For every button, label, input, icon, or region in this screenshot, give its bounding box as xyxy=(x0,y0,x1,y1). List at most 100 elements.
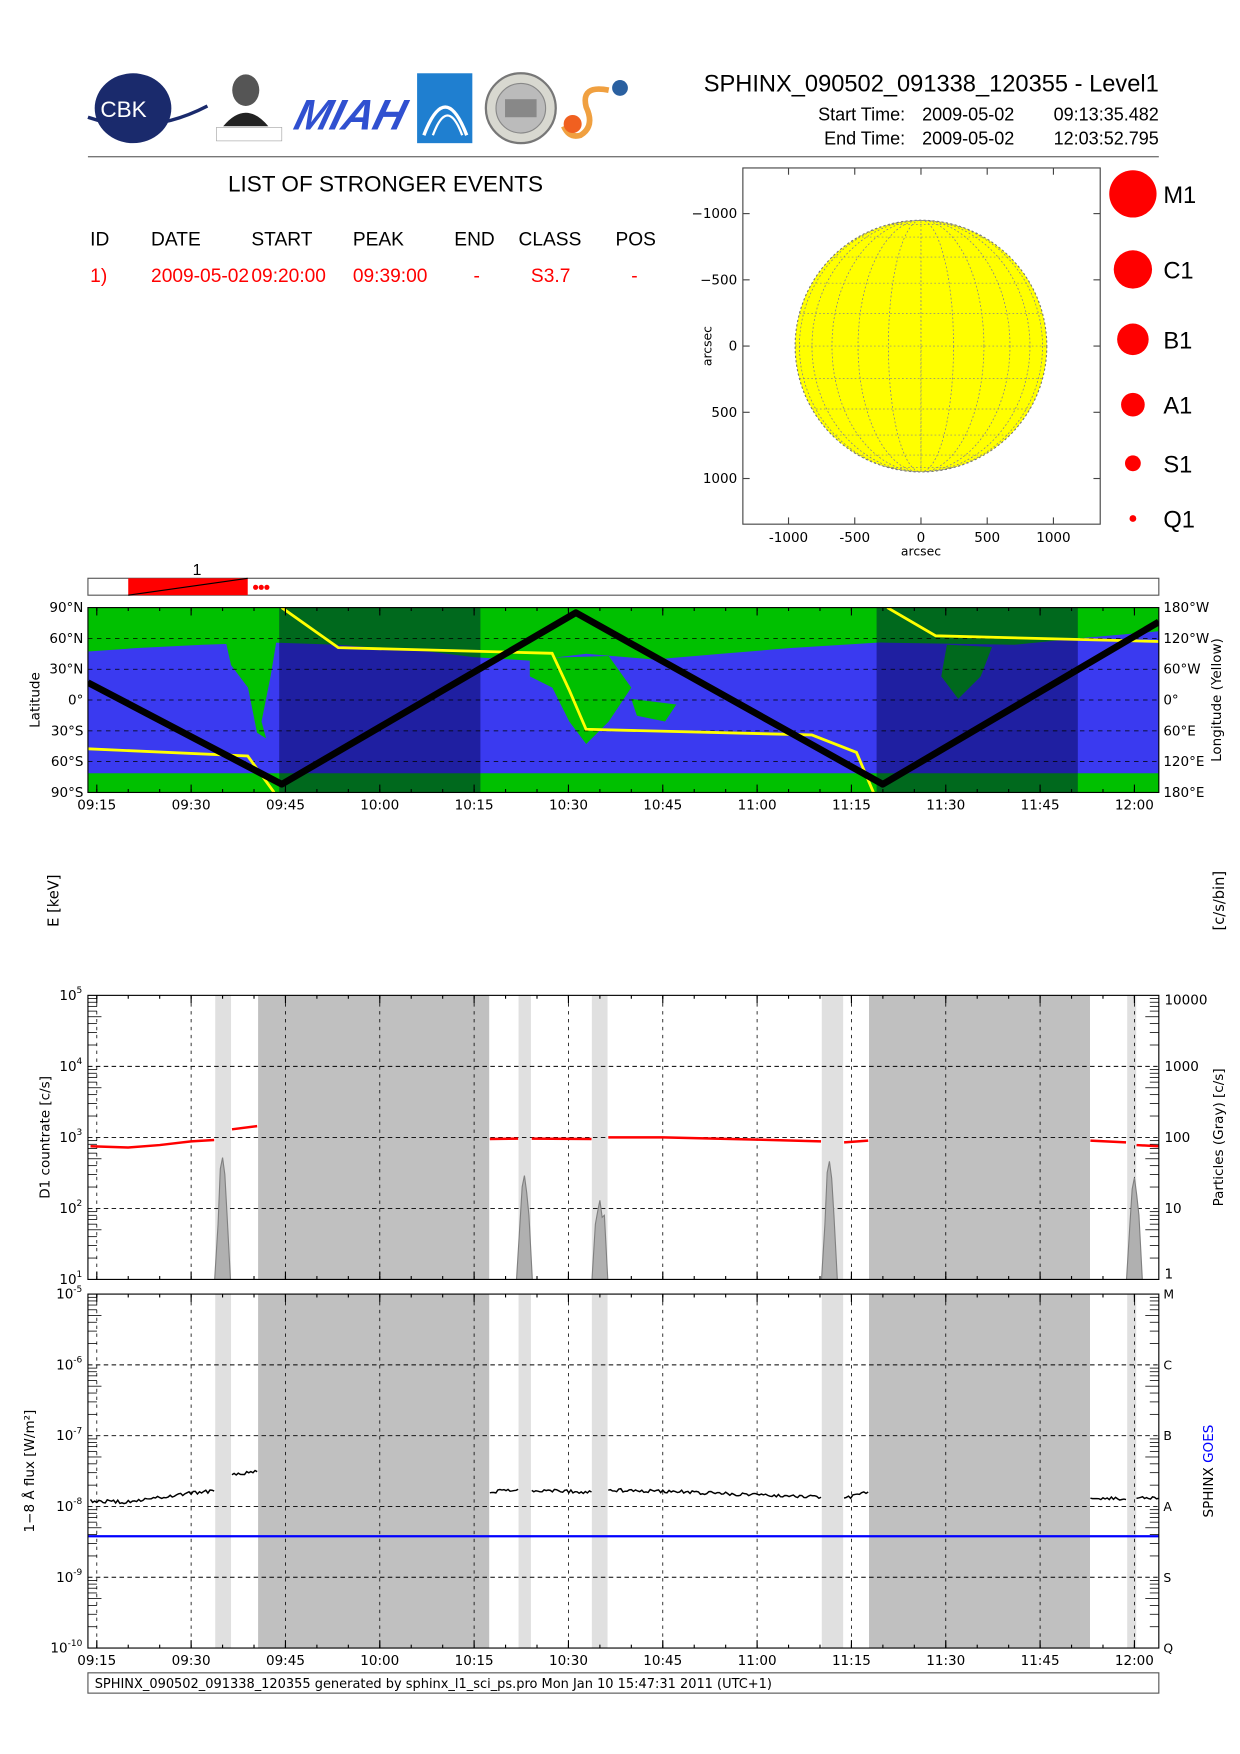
time-tick-label: 11:30 xyxy=(926,1653,965,1669)
tick-base: 10 xyxy=(56,1287,73,1303)
time-tick-label: 10:45 xyxy=(643,797,682,813)
time-tick-label: 12:00 xyxy=(1115,797,1154,813)
y-tick-label: 102 xyxy=(59,1199,82,1217)
tick-exponent: -6 xyxy=(73,1356,82,1366)
longitude-tick-label: 180°E xyxy=(1163,785,1204,801)
time-tick-label: 10:15 xyxy=(455,1653,494,1669)
sphinx-flux-line xyxy=(232,1471,257,1475)
svg-text:MIAH: MIAH xyxy=(290,92,414,139)
time-tick-label: 10:45 xyxy=(643,1653,682,1669)
time-tick-label: 12:00 xyxy=(1115,1653,1154,1669)
lebedev-logo xyxy=(216,74,281,141)
countrate-line xyxy=(844,1141,868,1143)
data-gap-long xyxy=(258,1294,489,1648)
end-date: 2009-05-02 xyxy=(922,128,1014,148)
legend-marker xyxy=(1117,324,1149,356)
event-marker-dot xyxy=(264,585,269,590)
report-title: SPHINX_090502_091338_120355 - Level1 xyxy=(704,71,1159,97)
time-tick-label: 11:15 xyxy=(832,797,871,813)
particles-tick-label: 10000 xyxy=(1164,992,1207,1008)
data-gap-short xyxy=(519,1294,531,1648)
sphinx-flux-line xyxy=(490,1489,518,1493)
seal-logo xyxy=(486,73,556,143)
latitude-tick-label: 0° xyxy=(68,693,83,709)
time-tick-label: 11:30 xyxy=(926,797,965,813)
goes-class-label: M xyxy=(1163,1287,1174,1302)
tick-base: 10 xyxy=(50,1641,67,1657)
tick-base: 10 xyxy=(56,1428,73,1444)
longitude-tick-label: 60°W xyxy=(1163,662,1200,678)
tick-base: 10 xyxy=(59,1059,76,1075)
time-tick-label: 10:00 xyxy=(360,1653,399,1669)
y-tick-label: −500 xyxy=(700,272,737,288)
longitude-axis-label: Longitude (Yellow) xyxy=(1209,638,1225,762)
data-gap-short xyxy=(822,1294,843,1648)
countrate-line xyxy=(232,1126,257,1129)
longitude-tick-label: 60°E xyxy=(1163,723,1196,739)
y-tick-label: −1000 xyxy=(691,206,737,222)
legend-sphinx: SPHINX xyxy=(1201,1463,1217,1518)
event-marker-dot xyxy=(259,585,264,590)
events-table: ID DATE START PEAK END CLASS POS1) 2009-05-02 09… xyxy=(90,230,656,287)
time-tick-label: 11:00 xyxy=(738,797,777,813)
footer-text: SPHINX_090502_091338_120355 generated by… xyxy=(95,1677,772,1692)
event-marker-dot xyxy=(253,585,258,590)
y-tick-label: 10-6 xyxy=(56,1356,82,1374)
tick-base: 10 xyxy=(56,1570,73,1586)
data-gap-long xyxy=(869,1294,1090,1648)
data-gap-short xyxy=(215,1294,231,1648)
longitude-tick-label: 180°W xyxy=(1163,600,1209,616)
time-tick-label: 09:30 xyxy=(172,1653,211,1669)
tick-exponent: 1 xyxy=(77,1270,83,1280)
y-tick-label: 1000 xyxy=(703,471,737,487)
y-tick-label: 500 xyxy=(711,405,737,421)
start-time: 09:13:35.482 xyxy=(1054,105,1159,125)
tick-base: 10 xyxy=(59,1130,76,1146)
end-time: 12:03:52.795 xyxy=(1054,128,1159,148)
time-tick-label: 11:45 xyxy=(1021,797,1060,813)
cbk-logo: CBK xyxy=(88,73,207,143)
time-tick-label: 09:45 xyxy=(266,1653,305,1669)
data-gap-short xyxy=(592,1294,608,1648)
countrate-axis-label: D1 countrate [c/s] xyxy=(38,1076,54,1199)
event-cell: - xyxy=(631,266,637,287)
particles-tick-label: 1 xyxy=(1164,1266,1173,1282)
time-tick-label: 10:00 xyxy=(360,797,399,813)
event-cell: - xyxy=(473,266,479,287)
tick-exponent: 4 xyxy=(77,1057,83,1067)
particles-tick-label: 1000 xyxy=(1164,1059,1198,1075)
map-content xyxy=(88,608,1159,793)
time-tick-label: 11:00 xyxy=(738,1653,777,1669)
y-tick-label: 10-7 xyxy=(56,1426,82,1444)
countrate-line xyxy=(91,1140,215,1148)
latitude-axis-label: Latitude xyxy=(27,672,43,728)
x-axis-label: arcsec xyxy=(901,544,941,559)
legend-marker xyxy=(1109,170,1156,217)
countrate-line xyxy=(1137,1145,1159,1146)
orbit-map-panel: 90°N 180°W 60°N 120°W 30°N 60°W 0° 0° 30°S 60°E 60… xyxy=(27,600,1224,813)
particles-tick-label: 10 xyxy=(1164,1201,1181,1217)
time-tick-label: 09:15 xyxy=(77,1653,116,1669)
event-cell: 09:39:00 xyxy=(353,266,428,287)
countrate-line xyxy=(608,1137,821,1141)
time-tick-label: 09:15 xyxy=(77,797,116,813)
goes-class-label: A xyxy=(1163,1499,1172,1514)
legend-label: A1 xyxy=(1163,394,1192,420)
time-tick-label: 10:30 xyxy=(549,1653,588,1669)
event-cell: 09:20:00 xyxy=(251,266,326,287)
column-header: DATE xyxy=(151,230,201,251)
latitude-tick-label: 60°N xyxy=(49,631,83,647)
events-title: LIST OF STRONGER EVENTS xyxy=(228,172,543,197)
y-tick-label: 10-9 xyxy=(56,1568,82,1586)
event-cell: S3.7 xyxy=(531,266,570,287)
colorbar-label: [c/s/bin] xyxy=(1211,871,1228,931)
goes-class-label: B xyxy=(1163,1428,1172,1443)
y-tick-label: 10-8 xyxy=(56,1497,82,1515)
tick-exponent: 3 xyxy=(77,1128,83,1138)
countrate-line xyxy=(1090,1141,1126,1143)
longitude-tick-label: 120°W xyxy=(1163,631,1209,647)
tick-exponent: -8 xyxy=(73,1497,82,1507)
column-header: POS xyxy=(615,230,655,251)
y-tick-label: 105 xyxy=(59,986,82,1004)
time-tick-label: 10:15 xyxy=(455,797,494,813)
